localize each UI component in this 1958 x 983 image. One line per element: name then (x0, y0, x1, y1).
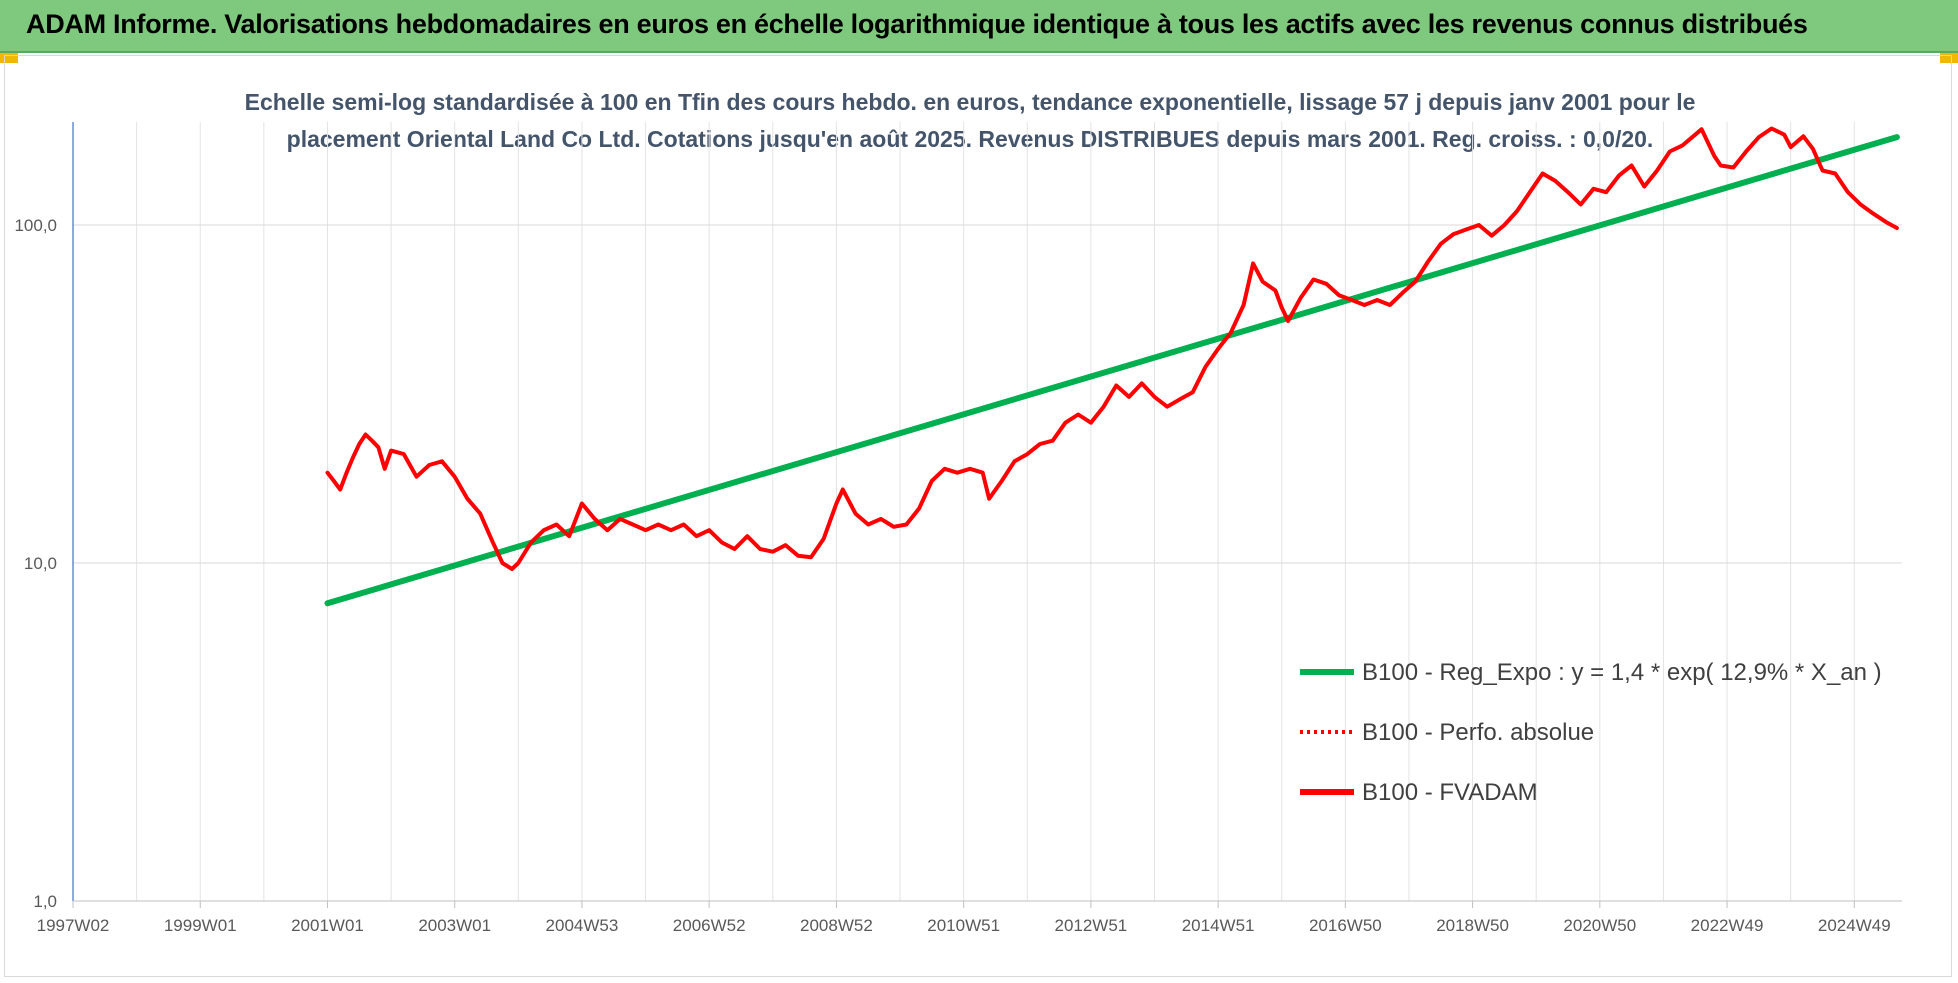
x-tick-label: 2020W50 (1563, 916, 1636, 935)
chart-subtitle: Echelle semi-log standardisée à 100 en T… (200, 84, 1740, 158)
subtitle-line-2: placement Oriental Land Co Ltd. Cotation… (286, 126, 1654, 152)
x-tick-label: 2008W52 (800, 916, 873, 935)
x-tick-label: 2001W01 (291, 916, 364, 935)
x-tick-label: 2006W52 (673, 916, 746, 935)
x-tick-label: 2010W51 (927, 916, 1000, 935)
x-tick-label: 2003W01 (418, 916, 491, 935)
legend-entry: B100 - FVADAM (1362, 779, 1538, 806)
x-tick-label: 2024W49 (1818, 916, 1891, 935)
x-tick-label: 1997W02 (37, 916, 110, 935)
page-title: ADAM Informe. Valorisations hebdomadaire… (26, 9, 1808, 39)
trend-line (324, 134, 1900, 607)
chart-frame (4, 55, 1952, 977)
subtitle-line-1: Echelle semi-log standardisée à 100 en T… (244, 89, 1696, 115)
x-tick-label: 2016W50 (1309, 916, 1382, 935)
legend-entry: B100 - Reg_Expo : y = 1,4 * exp( 12,9% *… (1362, 659, 1882, 686)
corner-marker (0, 53, 18, 63)
corner-marker (1940, 53, 1958, 63)
x-tick-label: 1999W01 (164, 916, 237, 935)
fvadam-line (325, 126, 1899, 571)
x-tick-label: 2022W49 (1691, 916, 1764, 935)
x-tick-label: 2014W51 (1182, 916, 1255, 935)
header-banner: ADAM Informe. Valorisations hebdomadaire… (0, 0, 1958, 53)
x-tick-label: 2018W50 (1436, 916, 1509, 935)
y-tick-label: 10,0 (24, 554, 57, 573)
x-tick-label: 2004W53 (546, 916, 619, 935)
y-tick-label: 100,0 (14, 216, 57, 235)
y-tick-label: 1,0 (33, 892, 57, 911)
legend-entry: B100 - Perfo. absolue (1362, 719, 1594, 746)
x-tick-label: 2012W51 (1054, 916, 1127, 935)
